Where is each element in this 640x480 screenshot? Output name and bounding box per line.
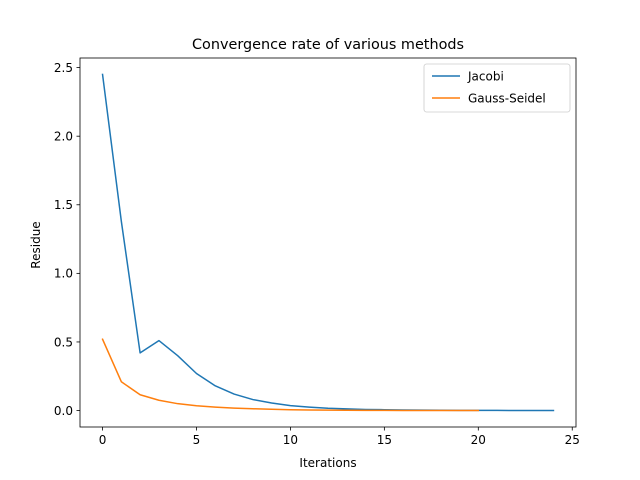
y-tick-label: 0.5: [54, 335, 73, 349]
x-axis-label: Iterations: [299, 456, 356, 470]
x-tick-label: 10: [283, 433, 298, 447]
axes-frame: [79, 57, 577, 428]
y-tick-label: 2.0: [54, 129, 73, 143]
x-tick-label: 5: [193, 433, 201, 447]
legend-label-gauss-seidel: Gauss-Seidel: [468, 91, 546, 105]
series-line-jacobi: [101, 73, 555, 412]
legend: Jacobi Gauss-Seidel: [423, 63, 571, 113]
legend-label-jacobi: Jacobi: [467, 69, 504, 83]
series-line-gauss-seidel: [101, 338, 480, 412]
y-axis-label: Residue: [29, 221, 43, 268]
y-tick-label: 1.5: [54, 198, 73, 212]
x-tick-label: 20: [471, 433, 486, 447]
plot-area: 0 5 10 15 20 25 0.0 0.5 1.0 1.5 2.0 2.5: [54, 57, 580, 447]
y-tick-label: 1.0: [54, 267, 73, 281]
y-tick-label: 0.0: [54, 404, 73, 418]
chart-title: Convergence rate of various methods: [192, 37, 464, 53]
x-tick-label: 15: [377, 433, 392, 447]
y-tick-label: 2.5: [54, 61, 73, 75]
x-tick-label: 0: [99, 433, 107, 447]
legend-box: [423, 63, 571, 113]
x-tick-label: 25: [565, 433, 580, 447]
